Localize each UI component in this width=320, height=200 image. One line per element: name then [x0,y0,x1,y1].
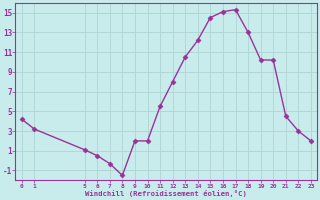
X-axis label: Windchill (Refroidissement éolien,°C): Windchill (Refroidissement éolien,°C) [85,190,247,197]
